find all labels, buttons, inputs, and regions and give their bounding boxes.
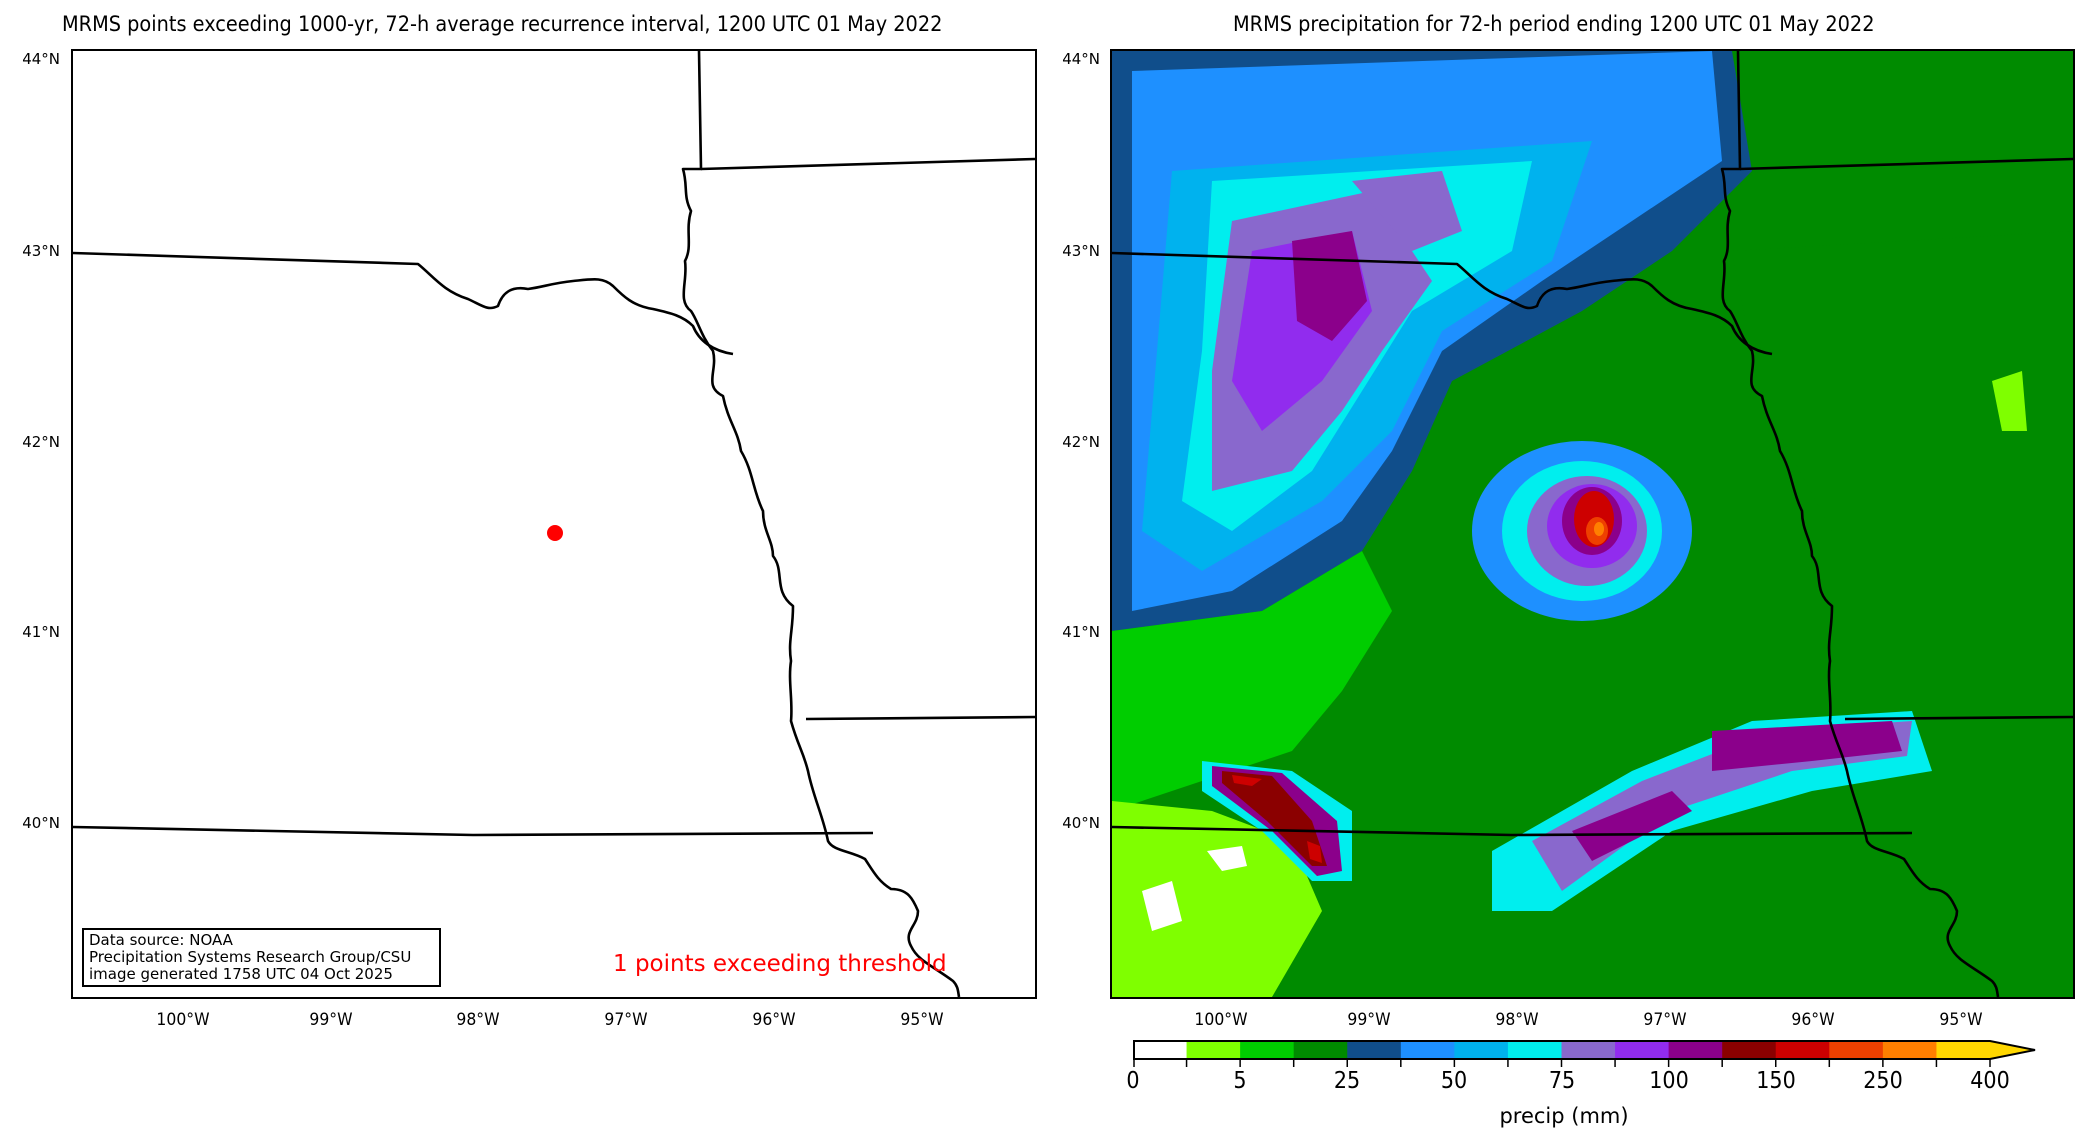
- lat-label: 42°N: [22, 433, 60, 451]
- lon-label: 98°W: [456, 1010, 500, 1030]
- colorbar-tick-label: 25: [1334, 1068, 1361, 1094]
- lat-label: 41°N: [22, 623, 60, 641]
- lon-label: 97°W: [1643, 1010, 1687, 1030]
- lat-label: 43°N: [22, 242, 60, 260]
- lon-label: 97°W: [604, 1010, 648, 1030]
- lat-label: 40°N: [1062, 814, 1100, 832]
- lat-label: 42°N: [1062, 433, 1100, 451]
- info-line-generated: image generated 1758 UTC 04 Oct 2025: [89, 965, 393, 983]
- lat-label: 41°N: [1062, 623, 1100, 641]
- right-map-title: MRMS precipitation for 72-h period endin…: [1233, 12, 1875, 36]
- lon-label: 95°W: [900, 1010, 944, 1030]
- lat-label: 44°N: [1062, 50, 1100, 68]
- colorbar-tick-label: 5: [1233, 1068, 1247, 1094]
- left-map-title: MRMS points exceeding 1000-yr, 72-h aver…: [62, 12, 943, 36]
- colorbar-tick-label: 0: [1126, 1068, 1140, 1094]
- lat-label: 40°N: [22, 814, 60, 832]
- lat-label: 43°N: [1062, 242, 1100, 260]
- info-line-group: Precipitation Systems Research Group/CSU: [89, 948, 412, 966]
- colorbar: [1133, 1040, 2043, 1070]
- lon-label: 100°W: [1194, 1010, 1248, 1030]
- state-borders: [73, 51, 1035, 997]
- colorbar-tick-label: 50: [1441, 1068, 1468, 1094]
- colorbar-tick-label: 400: [1970, 1068, 2010, 1094]
- threshold-count-text: 1 points exceeding threshold: [613, 951, 947, 977]
- colorbar-tick-label: 150: [1755, 1068, 1796, 1094]
- colorbar-swatches: [1133, 1040, 2036, 1067]
- lon-label: 96°W: [1791, 1010, 1835, 1030]
- lon-label: 99°W: [309, 1010, 353, 1030]
- right-map: [1110, 49, 2075, 999]
- lon-label: 100°W: [156, 1010, 210, 1030]
- exceedance-point: [547, 525, 563, 541]
- lon-label: 98°W: [1495, 1010, 1539, 1030]
- info-line-source: Data source: NOAA: [89, 931, 233, 949]
- colorbar-tick-label: 100: [1648, 1068, 1689, 1094]
- data-source-box: Data source: NOAA Precipitation Systems …: [82, 928, 441, 987]
- colorbar-tick-label: 75: [1548, 1068, 1575, 1094]
- colorbar-tick-label: 250: [1863, 1068, 1903, 1094]
- colorbar-label: precip (mm): [1499, 1104, 1629, 1128]
- lon-label: 99°W: [1347, 1010, 1391, 1030]
- left-map: Data source: NOAA Precipitation Systems …: [71, 49, 1037, 999]
- lat-label: 44°N: [22, 50, 60, 68]
- precip-field: [1112, 51, 2073, 997]
- lon-label: 96°W: [752, 1010, 796, 1030]
- lon-label: 95°W: [1939, 1010, 1983, 1030]
